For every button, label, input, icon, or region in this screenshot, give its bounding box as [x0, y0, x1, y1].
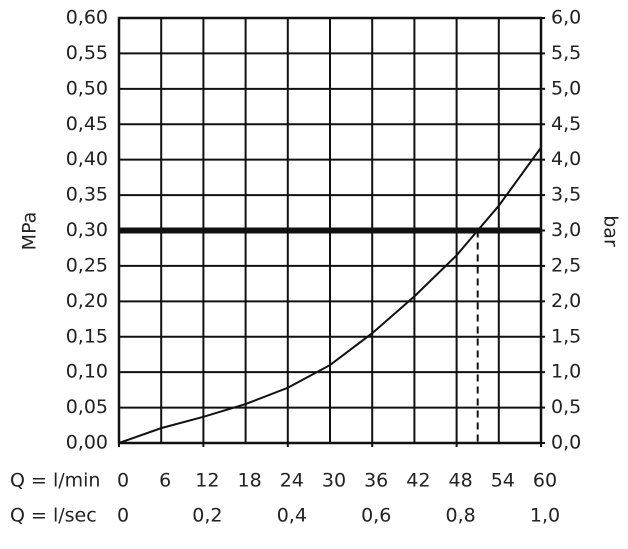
x-tick-label: 54 — [491, 470, 515, 492]
y2-tick-label: 3,5 — [551, 184, 581, 206]
y-tick-label: 0,15 — [66, 325, 108, 347]
y2-tick-label: 4,0 — [551, 148, 581, 170]
y-axis-label: MPa — [19, 212, 41, 251]
y2-tick-label: 0,0 — [551, 432, 581, 454]
x-tick-label: 6 — [159, 470, 171, 492]
y-tick-label: 0,45 — [66, 113, 108, 135]
x-tick-label: 0 — [117, 470, 129, 492]
x-axis-label: Q = l/min — [10, 470, 100, 492]
y2-axis-label: bar — [600, 215, 622, 247]
x2-tick-label: 0 — [117, 505, 129, 527]
x-tick-label: 30 — [322, 470, 346, 492]
y2-tick-label: 2,0 — [551, 290, 581, 312]
y-tick-label: 0,00 — [66, 432, 108, 454]
x-tick-label: 36 — [364, 470, 388, 492]
x2-tick-label: 0,2 — [192, 505, 222, 527]
y-tick-label: 0,30 — [66, 219, 108, 241]
y2-tick-label: 5,0 — [551, 77, 581, 99]
curve — [118, 147, 542, 444]
x2-tick-label: 0,6 — [361, 505, 391, 527]
y2-tick-label: 2,5 — [551, 254, 581, 276]
x2-axis-label: Q = l/sec — [10, 505, 97, 527]
y-tick-label: 0,20 — [66, 290, 108, 312]
y2-tick-label: 5,5 — [551, 42, 581, 64]
y2-tick-label: 6,0 — [551, 7, 581, 29]
x-tick-label: 18 — [238, 470, 262, 492]
x-tick-label: 48 — [449, 470, 473, 492]
y-tick-label: 0,50 — [66, 77, 108, 99]
x2-tick-label: 1,0 — [530, 505, 560, 527]
y-tick-label: 0,25 — [66, 254, 108, 276]
x-tick-label: 12 — [195, 470, 219, 492]
y2-tick-label: 1,5 — [551, 325, 581, 347]
y2-tick-label: 3,0 — [551, 219, 581, 241]
x-tick-label: 24 — [280, 470, 304, 492]
x-tick-label: 60 — [533, 470, 557, 492]
x-tick-label: 42 — [406, 470, 430, 492]
y-tick-label: 0,10 — [66, 361, 108, 383]
y-tick-label: 0,35 — [66, 184, 108, 206]
x2-tick-label: 0,8 — [445, 505, 475, 527]
y-tick-label: 0,40 — [66, 148, 108, 170]
y-tick-label: 0,05 — [66, 396, 108, 418]
y-tick-label: 0,60 — [66, 7, 108, 29]
y2-tick-label: 1,0 — [551, 361, 581, 383]
x2-tick-label: 0,4 — [277, 505, 307, 527]
y2-tick-label: 0,5 — [551, 396, 581, 418]
y2-tick-label: 4,5 — [551, 113, 581, 135]
y-tick-label: 0,55 — [66, 42, 108, 64]
